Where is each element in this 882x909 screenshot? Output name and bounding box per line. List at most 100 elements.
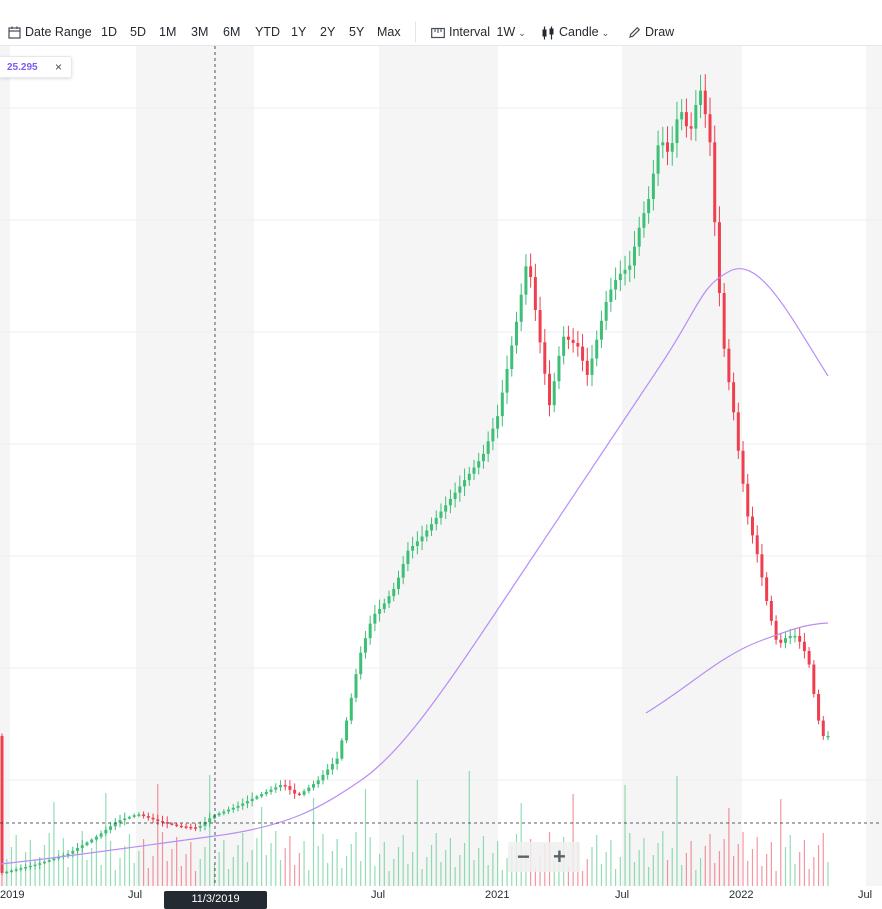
range-2y[interactable]: 2Y [320,25,336,39]
candle-body [817,694,821,721]
candle-body [288,786,292,790]
volume-bar [572,794,574,886]
candle-body [604,301,608,321]
volume-bar [827,862,829,886]
candle-body [222,811,226,814]
candle-body [496,416,500,429]
chart-type-dropdown[interactable]: Candle ⌄ [541,24,609,41]
volume-bar [270,843,272,886]
ruler-icon [431,27,445,38]
volume-bar [265,855,267,886]
volume-bar [43,845,46,886]
candle-body [269,789,273,792]
candle-body [732,382,736,413]
volume-bar [648,867,650,886]
candle-body [632,246,636,266]
volume-bar [204,847,206,886]
candle-body [798,636,802,642]
candle-body [699,90,703,105]
volume-bar [591,847,593,886]
candle-body [260,794,264,797]
candle-body [807,651,811,665]
range-1d[interactable]: 1D [101,25,117,39]
volume-bar [180,866,182,886]
candle-body [90,839,94,843]
candle-body [727,348,731,383]
candle-body [401,563,405,578]
x-axis-label-2021: 2021 [485,889,510,901]
date-range-button[interactable]: Date Range [8,24,92,40]
volume-bar [449,838,451,886]
close-icon[interactable]: × [55,60,63,74]
volume-bar [53,802,55,886]
volume-bar [690,841,692,886]
interval-dropdown[interactable]: Interval 1W ⌄ [431,24,526,41]
candle-body [694,105,698,129]
volume-bar [709,834,711,886]
candle-body [160,821,164,823]
price-tag: 25.295 × [0,56,72,78]
date-range-label: Date Range [25,25,92,39]
candle-body [189,826,193,829]
volume-bar [459,855,461,886]
candle-body [118,820,122,823]
zoom-out-button[interactable]: − [517,844,530,869]
candle-body [109,826,113,830]
candle-body [769,601,773,621]
candle-body [9,870,13,873]
volume-bar [567,866,569,886]
volume-bar [86,860,88,886]
volume-bar [581,871,584,886]
draw-button[interactable]: Draw [628,24,674,40]
candle-body [57,857,61,859]
volume-bar [737,844,739,886]
price-chart[interactable] [0,46,882,886]
candle-body [184,826,188,828]
volume-bar [482,836,485,886]
volume-bar [143,839,145,886]
volume-bar [633,862,636,886]
candle-body [19,868,23,870]
candle-body [538,310,542,343]
range-ytd[interactable]: YTD [255,25,280,39]
volume-bar [766,854,768,886]
candle-body [557,355,561,382]
range-max[interactable]: Max [377,25,401,39]
candle-body [481,453,485,462]
chevron-down-icon: ⌄ [518,28,526,38]
volume-bar [133,863,135,886]
zoom-in-button[interactable]: + [553,844,566,869]
range-1m[interactable]: 1M [159,25,177,39]
volume-bar [756,837,758,886]
volume-bar [402,835,404,886]
volume-bar [454,867,456,886]
volume-bar [487,865,489,886]
candle-body [151,817,155,820]
candle-body [788,636,792,639]
volume-bar [114,870,116,886]
candle-body [302,791,306,795]
volume-bar [119,858,121,886]
volume-bar [327,863,329,886]
candle-body [444,505,448,512]
volume-bar [619,857,621,886]
candle-body [113,822,117,827]
candle-body [363,638,367,653]
volume-bar [430,845,433,886]
candle-body [458,486,462,493]
candle-body [585,360,589,375]
volume-bar [336,839,338,886]
range-5y[interactable]: 5Y [349,25,365,39]
chart-toolbar: Date Range 1D 5D 1M 3M 6M YTD 1Y 2Y 5Y M… [0,0,882,46]
candle-body [76,848,80,851]
volume-bar [10,847,13,886]
range-1y[interactable]: 1Y [291,25,307,39]
candle-body [212,815,216,819]
volume-bar [728,808,730,886]
volume-bar [72,855,74,886]
volume-bar [284,848,286,886]
range-3m[interactable]: 3M [191,25,209,39]
range-5d[interactable]: 5D [130,25,146,39]
volume-bar [199,859,201,886]
range-6m[interactable]: 6M [223,25,241,39]
